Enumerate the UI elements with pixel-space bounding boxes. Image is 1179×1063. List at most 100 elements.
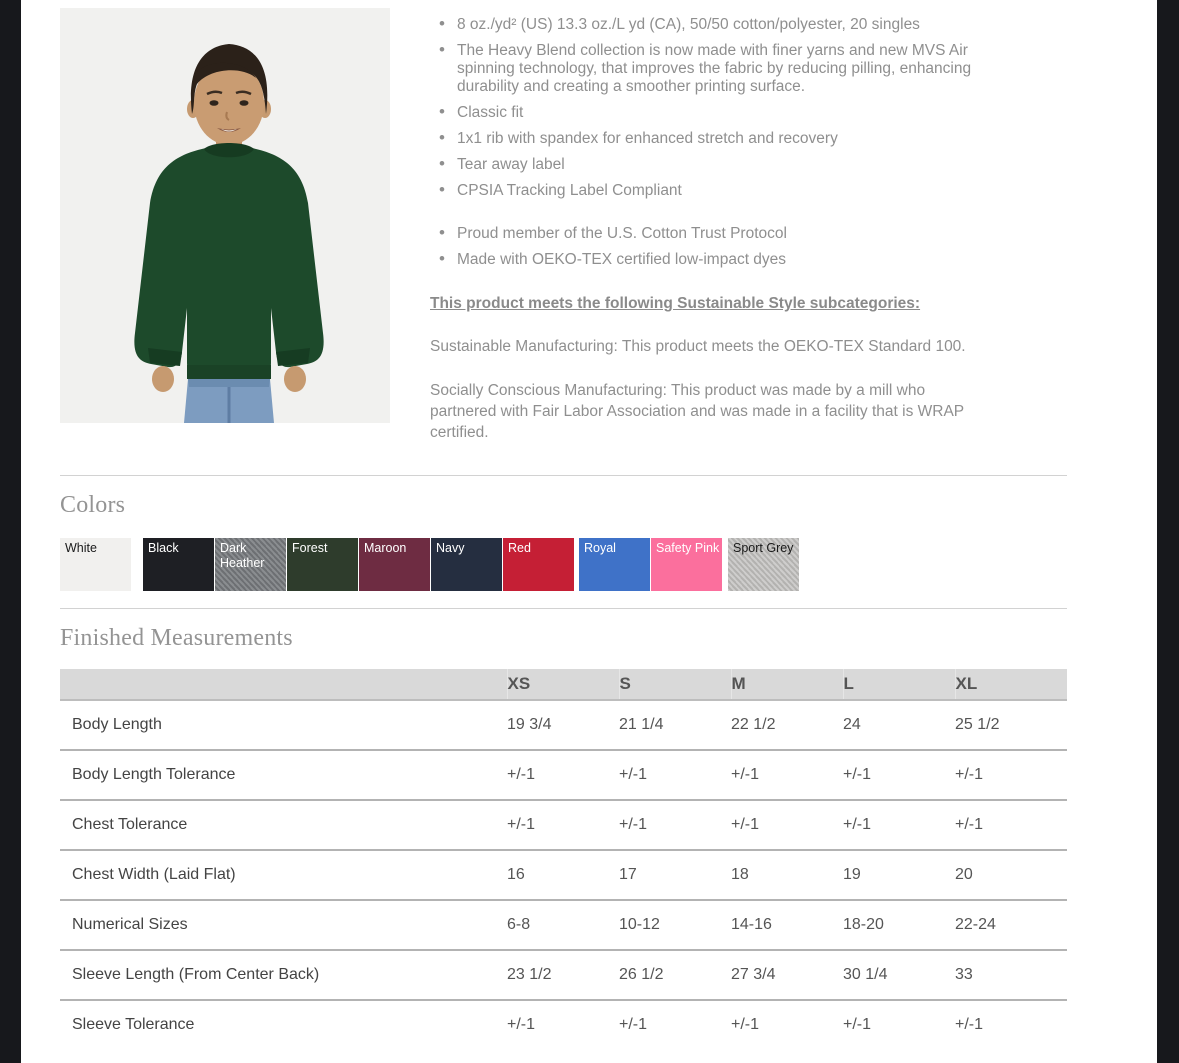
color-swatch-safety-pink[interactable]: Safety Pink — [651, 538, 722, 591]
color-swatch-black[interactable]: Black — [143, 538, 214, 591]
measurement-row: Body Length Tolerance +/-1 +/-1 +/-1 +/-1 +/-… — [60, 750, 1067, 800]
measurement-label: Sleeve Tolerance — [72, 1016, 195, 1033]
measurement-value: +/-1 — [731, 766, 760, 783]
measurement-row: Sleeve Tolerance +/-1 +/-1 +/-1 +/-1 +/-1 — [60, 1000, 1067, 1049]
size-column-header-s: S — [618, 669, 731, 701]
measurement-value: +/-1 — [619, 766, 648, 783]
bullet-item: The Heavy Blend collection is now made w… — [438, 41, 1002, 96]
size-column-header-xs: XS — [506, 669, 619, 701]
measurement-value: 22 1/2 — [731, 716, 776, 733]
bullet-item: CPSIA Tracking Label Compliant — [438, 181, 1002, 200]
measurement-row: Body Length 19 3/4 21 1/4 22 1/2 24 25 1/2 — [60, 700, 1067, 750]
product-photo — [60, 8, 390, 423]
measurement-value: 18 — [731, 866, 749, 883]
bullet-item: Proud member of the U.S. Cotton Trust Pr… — [438, 224, 1002, 243]
measurement-value: +/-1 — [507, 766, 536, 783]
color-swatch-label: Maroon — [364, 541, 407, 555]
model-hair — [190, 44, 268, 114]
color-swatch-label: Safety Pink — [656, 541, 720, 555]
measurement-value: +/-1 — [731, 1016, 760, 1033]
product-overview-section: 8 oz./yd² (US) 13.3 oz./L yd (CA), 50/50… — [60, 8, 1067, 443]
color-swatch-dark-heather[interactable]: Dark Heather — [215, 538, 286, 591]
measurements-header-row: XS S M L XL — [60, 669, 1067, 701]
green-sweatshirt — [134, 145, 324, 379]
feature-list: 8 oz./yd² (US) 13.3 oz./L yd (CA), 50/50… — [430, 15, 1002, 200]
measurement-label: Sleeve Length (From Center Back) — [72, 966, 320, 983]
colors-section: Colors White Black Dark Heather Forest Maroo… — [60, 476, 1067, 591]
color-swatch-label: Black — [148, 541, 179, 555]
bullet-item: 1x1 rib with spandex for enhanced stretc… — [438, 129, 1002, 148]
model-hand-right — [284, 366, 306, 392]
measurement-value: 20 — [955, 866, 973, 883]
measurement-value: +/-1 — [843, 766, 872, 783]
color-swatch-maroon[interactable]: Maroon — [359, 538, 430, 591]
color-swatch-royal[interactable]: Royal — [579, 538, 650, 591]
measurement-value: 25 1/2 — [955, 716, 1000, 733]
measurement-value: 26 1/2 — [619, 966, 664, 983]
measurement-value: 17 — [619, 866, 637, 883]
product-details: 8 oz./yd² (US) 13.3 oz./L yd (CA), 50/50… — [430, 8, 1002, 443]
product-spec-page: 8 oz./yd² (US) 13.3 oz./L yd (CA), 50/50… — [21, 0, 1157, 1063]
measurement-value: 6-8 — [507, 916, 531, 933]
color-swatch-label: Dark Heather — [220, 541, 265, 570]
measurement-value: 23 1/2 — [507, 966, 552, 983]
measurement-value: +/-1 — [507, 1016, 536, 1033]
color-swatch-label: Royal — [584, 541, 616, 555]
measurement-row: Chest Width (Laid Flat) 16 17 18 19 20 — [60, 850, 1067, 900]
measurement-label: Numerical Sizes — [72, 916, 188, 933]
measurements-heading: Finished Measurements — [60, 625, 293, 651]
sustainability-feature-list: Proud member of the U.S. Cotton Trust Pr… — [430, 224, 1002, 269]
measurement-value: 10-12 — [619, 916, 660, 933]
color-swatch-navy[interactable]: Navy — [431, 538, 502, 591]
size-column-header-m: M — [730, 669, 843, 701]
measurement-value: +/-1 — [507, 816, 536, 833]
measurement-row: Numerical Sizes 6-8 10-12 14-16 18-20 22-24 — [60, 900, 1067, 950]
measurements-corner-cell — [60, 669, 507, 701]
measurement-value: +/-1 — [955, 766, 984, 783]
color-swatch-label: Navy — [436, 541, 465, 555]
color-swatch-label: Red — [508, 541, 531, 555]
measurements-section: Finished Measurements XS S M L XL Body Lengt… — [60, 609, 1067, 1049]
socially-conscious-text: Socially Conscious Manufacturing: This p… — [430, 382, 964, 441]
size-column-header-xl: XL — [954, 669, 1067, 701]
measurement-value: 33 — [955, 966, 973, 983]
color-swatch-sport-grey[interactable]: Sport Grey — [728, 538, 799, 591]
measurement-label: Chest Width (Laid Flat) — [72, 866, 236, 883]
colors-heading: Colors — [60, 492, 126, 518]
section-divider — [60, 608, 1067, 609]
measurement-value: +/-1 — [843, 1016, 872, 1033]
sustainable-style-heading: This product meets the following Sustain… — [430, 295, 921, 312]
child-model-illustration — [60, 8, 390, 423]
color-swatch-label: Sport Grey — [733, 541, 794, 555]
bullet-item: Made with OEKO-TEX certified low-impact … — [438, 250, 1002, 269]
measurement-value: +/-1 — [843, 816, 872, 833]
measurement-value: 27 3/4 — [731, 966, 776, 983]
measurement-value: +/-1 — [955, 816, 984, 833]
section-divider — [60, 475, 1067, 476]
sustainable-manufacturing-text: Sustainable Manufacturing: This product … — [430, 338, 966, 355]
measurement-value: 19 3/4 — [507, 716, 552, 733]
measurement-value: 30 1/4 — [843, 966, 888, 983]
measurement-label: Body Length — [72, 716, 162, 733]
measurement-value: 18-20 — [843, 916, 884, 933]
measurement-value: 21 1/4 — [619, 716, 664, 733]
measurement-value: 16 — [507, 866, 525, 883]
measurement-value: +/-1 — [731, 816, 760, 833]
bullet-item: Classic fit — [438, 103, 1002, 122]
color-swatch-white[interactable]: White — [60, 538, 131, 591]
measurement-value: +/-1 — [619, 1016, 648, 1033]
color-swatch-forest[interactable]: Forest — [287, 538, 358, 591]
measurement-value: +/-1 — [955, 1016, 984, 1033]
measurement-value: 22-24 — [955, 916, 996, 933]
bullet-item: Tear away label — [438, 155, 1002, 174]
color-swatch-red[interactable]: Red — [503, 538, 574, 591]
color-swatch-label: White — [65, 541, 97, 555]
measurement-row: Sleeve Length (From Center Back) 23 1/2 26… — [60, 950, 1067, 1000]
bullet-item: 8 oz./yd² (US) 13.3 oz./L yd (CA), 50/50… — [438, 15, 1002, 34]
size-column-header-l: L — [842, 669, 955, 701]
measurement-label: Body Length Tolerance — [72, 766, 236, 783]
measurement-row: Chest Tolerance +/-1 +/-1 +/-1 +/-1 +/-1 — [60, 800, 1067, 850]
measurement-value: 19 — [843, 866, 861, 883]
color-swatch-row: White Black Dark Heather Forest Maroon Navy Re… — [60, 538, 1067, 591]
model-face — [194, 61, 264, 145]
